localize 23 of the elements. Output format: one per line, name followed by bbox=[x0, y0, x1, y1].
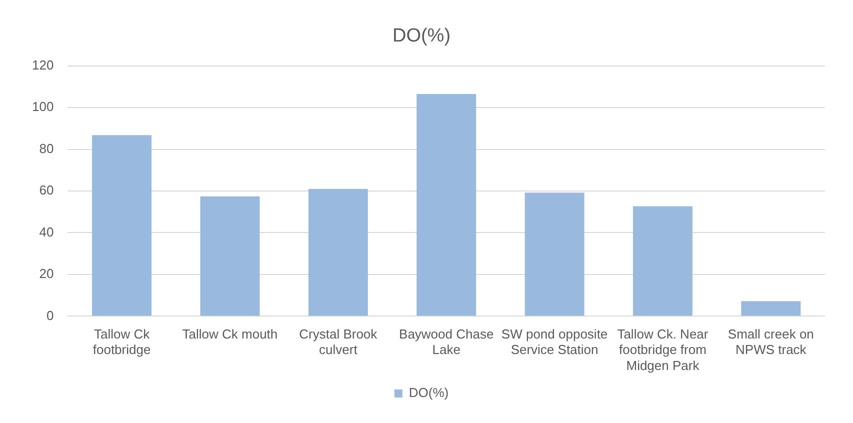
legend-label: DO(%) bbox=[408, 385, 449, 400]
x-tick-label: Tallow Ck footbridge bbox=[92, 326, 151, 358]
x-tick-label: Crystal Brook culvert bbox=[299, 326, 378, 358]
y-tick-label: 100 bbox=[32, 99, 54, 114]
y-tick-label: 60 bbox=[39, 182, 54, 198]
x-tick-label: Small creek on NPWS track bbox=[728, 326, 814, 358]
bar bbox=[92, 135, 152, 316]
bar bbox=[416, 94, 476, 316]
bar bbox=[632, 206, 692, 316]
y-tick-label: 40 bbox=[39, 224, 54, 240]
x-tick-label: SW pond opposite Service Station bbox=[501, 326, 608, 358]
x-tick-label: Tallow Ck. Near footbridge from Midgen Park bbox=[617, 326, 709, 373]
bar bbox=[741, 301, 801, 316]
x-tick-label: Baywood Chase Lake bbox=[399, 326, 494, 358]
y-tick-label: 120 bbox=[32, 57, 54, 72]
x-tick-label: Tallow Ck mouth bbox=[182, 326, 278, 342]
y-tick-label: 80 bbox=[39, 140, 54, 156]
bar bbox=[200, 196, 260, 316]
bar bbox=[308, 188, 368, 316]
chart-title: DO(%) bbox=[392, 26, 451, 47]
y-tick-label: 20 bbox=[39, 266, 54, 282]
bar bbox=[524, 192, 584, 316]
y-tick-label: 0 bbox=[46, 308, 54, 323]
